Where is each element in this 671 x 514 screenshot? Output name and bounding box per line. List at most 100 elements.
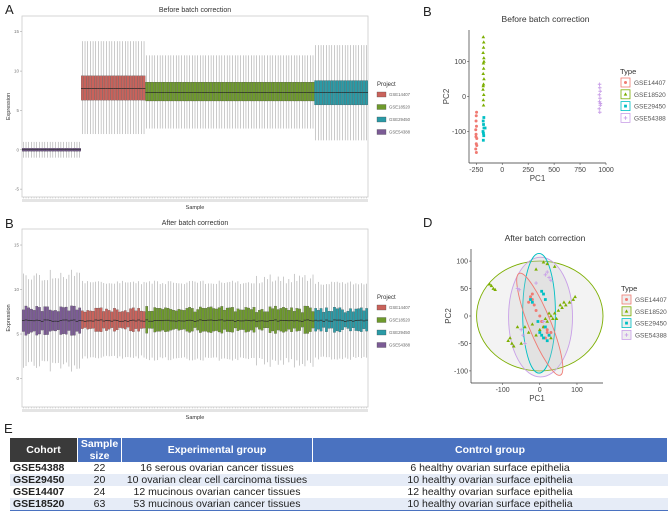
box-GSE18520 xyxy=(207,82,210,102)
box-GSE18520 xyxy=(185,82,189,102)
y-tick-label: -50 xyxy=(458,341,468,348)
box-GSE18520 xyxy=(255,312,258,328)
point-GSE14407 xyxy=(474,124,478,128)
box-GSE18520 xyxy=(284,308,288,332)
point-GSE18520 xyxy=(481,61,486,65)
x-tick-labels-sample-names xyxy=(22,409,368,412)
legend-label-GSE18520: GSE18520 xyxy=(635,309,667,316)
box-GSE29450 xyxy=(346,310,350,329)
point-GSE54388 xyxy=(597,106,602,111)
box-GSE18520 xyxy=(215,308,218,331)
box-GSE18520 xyxy=(268,82,272,102)
point-GSE18520 xyxy=(571,297,576,301)
box-GSE14407 xyxy=(118,311,122,328)
box-GSE29450 xyxy=(314,308,317,332)
box-GSE18520 xyxy=(166,308,170,332)
box-GSE14407 xyxy=(118,75,122,101)
box-GSE18520 xyxy=(204,82,208,102)
point-GSE29450 xyxy=(543,325,547,329)
box-GSE14407 xyxy=(134,75,138,101)
box-GSE14407 xyxy=(121,311,124,329)
point-GSE54388 xyxy=(598,96,602,101)
x-axis-label: Sample xyxy=(186,205,205,211)
box-GSE18520 xyxy=(209,82,213,102)
legend-label-GSE18520: GSE18520 xyxy=(389,105,411,110)
cell-experimental: 16 serous ovarian cancer tissues xyxy=(140,462,294,474)
box-GSE18520 xyxy=(220,82,224,102)
box-GSE18520 xyxy=(182,82,186,102)
point-GSE54388 xyxy=(521,333,525,338)
box-GSE14407 xyxy=(126,75,130,101)
box-GSE14407 xyxy=(132,75,135,101)
point-GSE18520 xyxy=(481,103,486,107)
box-GSE18520 xyxy=(236,82,240,102)
point-GSE14407 xyxy=(474,147,478,151)
point-GSE29450 xyxy=(542,336,545,340)
box-GSE18520 xyxy=(247,307,250,332)
box-GSE18520 xyxy=(263,311,267,329)
box-GSE14407 xyxy=(86,310,90,330)
point-GSE18520 xyxy=(547,311,551,315)
box-GSE18520 xyxy=(158,82,162,102)
cell-control: 12 healthy ovarian surface epithelia xyxy=(407,486,573,498)
point-GSE54388 xyxy=(597,85,602,90)
box-GSE14407 xyxy=(137,75,140,101)
x-tick-label: 100 xyxy=(571,387,583,394)
cell-experimental: 53 mucinous ovarian cancer tissues xyxy=(121,498,313,511)
box-GSE54388 xyxy=(64,306,68,335)
boxplot-before-correction: Before batch correction -5 0 5 10 15 Expressio… xyxy=(6,7,411,211)
panel-label-c: B xyxy=(5,216,14,231)
legend-label-GSE14407: GSE14407 xyxy=(389,92,411,97)
legend-swatch-GSE18520 xyxy=(376,104,387,110)
y-tick-label: 15 xyxy=(14,243,20,248)
box-GSE14407 xyxy=(115,75,119,101)
box-GSE18520 xyxy=(292,82,296,102)
chart-title: After batch correction xyxy=(505,233,586,243)
box-GSE18520 xyxy=(311,82,315,102)
y-tick-label: 100 xyxy=(454,59,466,66)
y-tick-label: 0 xyxy=(16,147,19,152)
point-GSE14407 xyxy=(534,309,538,313)
point-GSE18520 xyxy=(481,35,486,39)
boxplot-after-correction: After batch correction 0 5 10 15 Expression Sa… xyxy=(6,220,411,421)
box-GSE18520 xyxy=(271,82,275,102)
point-GSE29450 xyxy=(536,320,540,323)
point-GSE18520 xyxy=(551,316,555,321)
box-GSE29450 xyxy=(351,311,355,328)
figure-panels: A B B D Before batch correction-5051015E… xyxy=(5,2,667,421)
box-GSE18520 xyxy=(150,310,154,329)
box-GSE18520 xyxy=(268,306,272,333)
box-GSE18520 xyxy=(263,82,267,102)
x-axis-label: PC1 xyxy=(529,394,545,403)
box-GSE18520 xyxy=(250,82,253,102)
x-tick-label: -100 xyxy=(496,387,510,394)
pca-before-correction: Before batch correction -250 0 250 500 750 100… xyxy=(442,14,666,183)
x-tick-label: 250 xyxy=(522,167,534,174)
point-GSE54388 xyxy=(549,278,553,283)
box-GSE18520 xyxy=(295,82,299,102)
box-GSE29450 xyxy=(330,80,334,106)
box-GSE18520 xyxy=(258,82,261,102)
point-GSE18520 xyxy=(482,56,486,60)
point-GSE18520 xyxy=(519,341,523,345)
point-GSE18520 xyxy=(545,261,550,266)
legend-swatch-GSE29450 xyxy=(376,116,387,123)
box-GSE29450 xyxy=(319,80,323,106)
box-GSE54388 xyxy=(62,307,65,334)
y-tick-label: -100 xyxy=(454,368,468,375)
legend-label-GSE14407: GSE14407 xyxy=(389,305,411,310)
chart-title: After batch correction xyxy=(162,220,229,227)
box-GSE14407 xyxy=(142,311,146,329)
box-GSE18520 xyxy=(287,82,291,102)
box-GSE18520 xyxy=(188,82,191,102)
legend-title: Type xyxy=(620,67,636,76)
cell-cohort: GSE54388 xyxy=(13,462,65,474)
point-GSE18520 xyxy=(481,66,486,70)
box-GSE18520 xyxy=(255,82,258,102)
legend-marker-GSE14407 xyxy=(624,81,627,84)
box-GSE18520 xyxy=(298,308,301,331)
box-GSE14407 xyxy=(134,310,138,329)
box-GSE18520 xyxy=(188,307,191,333)
box-GSE29450 xyxy=(317,310,320,330)
box-GSE18520 xyxy=(282,307,285,333)
